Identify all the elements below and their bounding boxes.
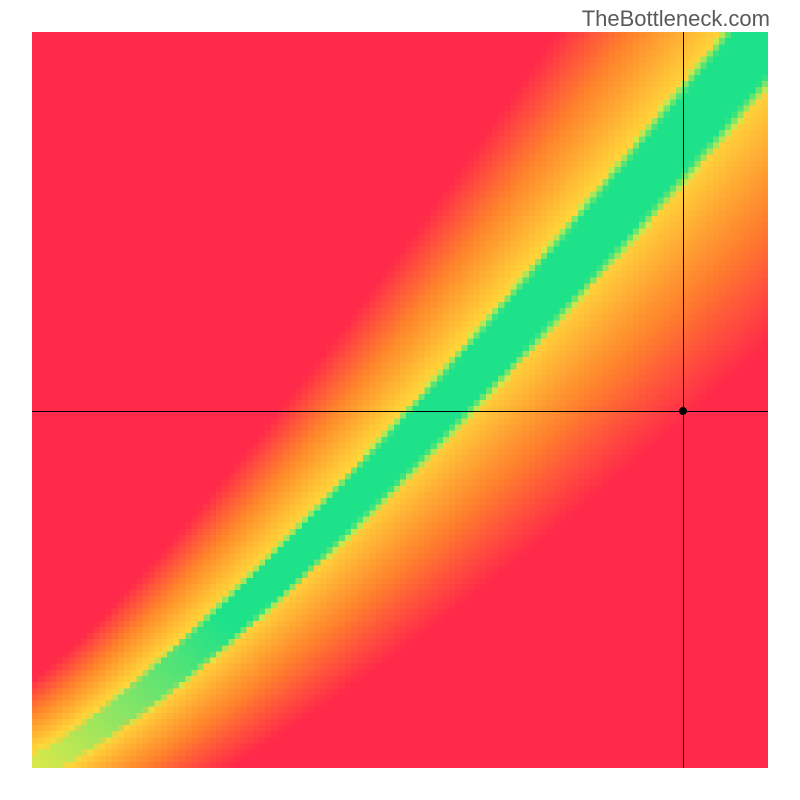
watermark-text: TheBottleneck.com [582,6,770,32]
crosshair-horizontal [32,411,768,412]
crosshair-vertical [683,32,684,768]
marker-dot [679,407,687,415]
heatmap-chart [32,32,768,768]
heatmap-canvas [32,32,768,768]
